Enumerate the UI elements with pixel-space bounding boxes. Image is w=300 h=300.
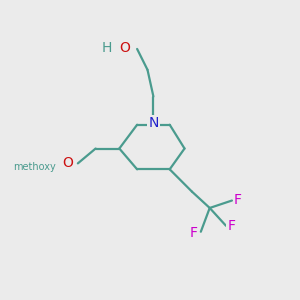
Text: H: H [102, 41, 112, 56]
Text: O: O [62, 156, 74, 170]
Text: F: F [189, 226, 197, 240]
Text: F: F [227, 219, 236, 233]
Text: O: O [119, 41, 130, 56]
Text: methoxy: methoxy [13, 162, 56, 172]
Text: F: F [234, 193, 242, 207]
Text: N: N [148, 116, 159, 130]
